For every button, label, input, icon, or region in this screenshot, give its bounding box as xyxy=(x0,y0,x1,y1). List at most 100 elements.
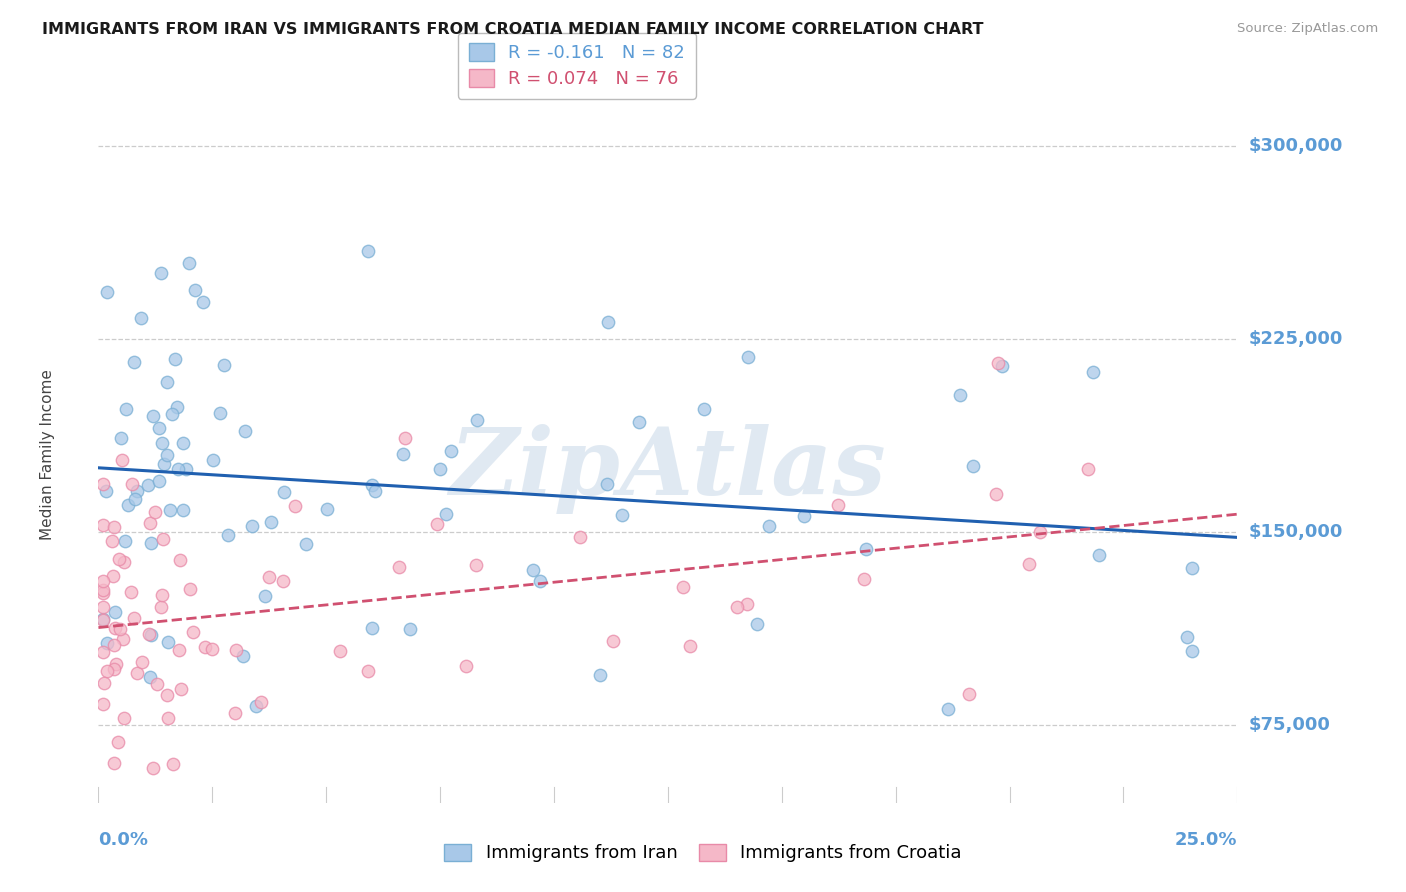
Point xyxy=(363,483,385,498)
Point xyxy=(155,688,177,702)
Point xyxy=(610,508,633,522)
Point xyxy=(103,638,125,652)
Point xyxy=(568,530,591,544)
Point xyxy=(1081,365,1104,379)
Point xyxy=(139,516,162,530)
Point xyxy=(793,509,815,524)
Point xyxy=(111,453,134,467)
Point xyxy=(522,563,544,577)
Point xyxy=(91,574,114,588)
Point xyxy=(156,448,179,462)
Point xyxy=(91,586,114,600)
Point xyxy=(166,401,188,415)
Point xyxy=(357,665,380,679)
Legend: R = -0.161   N = 82, R = 0.074   N = 76: R = -0.161 N = 82, R = 0.074 N = 76 xyxy=(458,33,696,99)
Point xyxy=(183,625,205,640)
Point xyxy=(153,458,176,472)
Point xyxy=(111,632,134,647)
Point xyxy=(984,487,1007,501)
Point xyxy=(962,458,984,473)
Point xyxy=(172,436,194,450)
Text: $75,000: $75,000 xyxy=(1249,716,1330,734)
Point xyxy=(152,532,174,546)
Point xyxy=(672,580,695,594)
Point xyxy=(148,474,170,488)
Point xyxy=(101,533,124,548)
Point xyxy=(91,644,114,658)
Point xyxy=(589,668,612,682)
Text: ZipAtlas: ZipAtlas xyxy=(450,424,886,514)
Point xyxy=(131,310,153,325)
Point xyxy=(1175,630,1198,644)
Point xyxy=(465,413,488,427)
Point xyxy=(131,655,153,669)
Point xyxy=(103,756,125,770)
Point xyxy=(93,676,115,690)
Text: $300,000: $300,000 xyxy=(1249,136,1343,154)
Point xyxy=(104,621,127,635)
Point xyxy=(91,517,114,532)
Point xyxy=(149,266,172,280)
Point xyxy=(745,616,768,631)
Point xyxy=(143,505,166,519)
Point xyxy=(162,756,184,771)
Point xyxy=(159,503,181,517)
Point xyxy=(114,401,136,416)
Point xyxy=(217,528,239,542)
Point xyxy=(157,634,180,648)
Point xyxy=(1018,558,1040,572)
Point xyxy=(440,444,463,458)
Text: 25.0%: 25.0% xyxy=(1175,830,1237,848)
Point xyxy=(103,520,125,534)
Point xyxy=(177,256,200,270)
Point xyxy=(139,536,162,550)
Point xyxy=(855,542,877,557)
Point xyxy=(987,356,1010,370)
Point xyxy=(360,478,382,492)
Point xyxy=(250,694,273,708)
Point xyxy=(284,499,307,513)
Point xyxy=(464,558,486,573)
Point xyxy=(200,642,222,657)
Point xyxy=(166,461,188,475)
Point xyxy=(169,552,191,566)
Point xyxy=(157,711,180,725)
Point xyxy=(124,492,146,507)
Point xyxy=(957,687,980,701)
Point xyxy=(91,477,114,491)
Point xyxy=(938,702,960,716)
Point xyxy=(120,585,142,599)
Point xyxy=(169,681,191,696)
Point xyxy=(628,415,651,429)
Point xyxy=(737,350,759,364)
Point xyxy=(388,559,411,574)
Text: IMMIGRANTS FROM IRAN VS IMMIGRANTS FROM CROATIA MEDIAN FAMILY INCOME CORRELATION: IMMIGRANTS FROM IRAN VS IMMIGRANTS FROM … xyxy=(42,22,984,37)
Point xyxy=(139,670,162,684)
Point xyxy=(209,406,232,420)
Point xyxy=(96,285,118,300)
Point xyxy=(108,552,131,566)
Point xyxy=(254,589,277,603)
Point xyxy=(434,507,457,521)
Point xyxy=(96,664,118,678)
Point xyxy=(122,355,145,369)
Point xyxy=(529,574,551,588)
Point xyxy=(949,387,972,401)
Point xyxy=(273,485,295,500)
Legend: Immigrants from Iran, Immigrants from Croatia: Immigrants from Iran, Immigrants from Cr… xyxy=(437,837,969,870)
Point xyxy=(214,358,236,372)
Point xyxy=(596,476,619,491)
Point xyxy=(112,555,135,569)
Text: $225,000: $225,000 xyxy=(1249,330,1343,348)
Point xyxy=(679,639,702,653)
Point xyxy=(1181,560,1204,574)
Point xyxy=(127,665,149,680)
Point xyxy=(91,612,114,626)
Point xyxy=(149,599,172,614)
Point xyxy=(232,648,254,663)
Point xyxy=(392,447,415,461)
Point xyxy=(127,483,149,498)
Point xyxy=(429,461,451,475)
Point xyxy=(456,659,478,673)
Point xyxy=(121,477,143,491)
